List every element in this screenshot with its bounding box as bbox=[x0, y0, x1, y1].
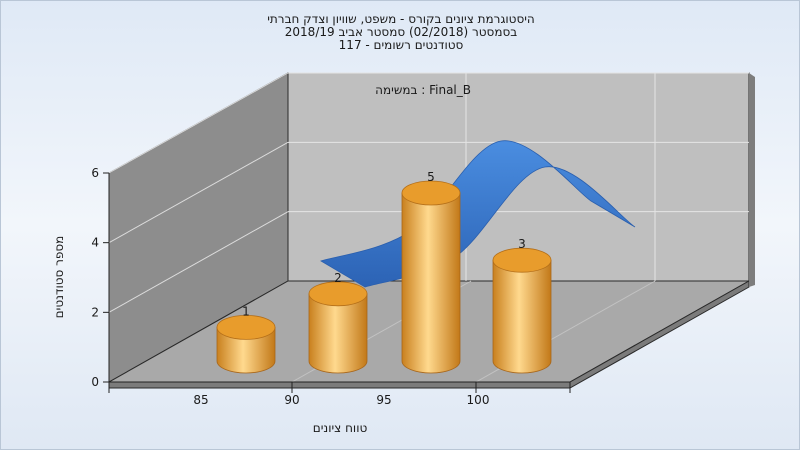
bar-series bbox=[216, 180, 552, 374]
data-label: 3 bbox=[518, 237, 526, 251]
x-tick-label: 100 bbox=[467, 393, 490, 407]
bar-90 bbox=[308, 281, 368, 374]
bar-body bbox=[308, 293, 368, 374]
y-tick-label: 2 bbox=[91, 305, 99, 319]
x-tick-label: 85 bbox=[193, 393, 208, 407]
chart-title-line-1: היסטוגרמת ציונים בקורס - משפט, שוויון וצ… bbox=[267, 12, 535, 26]
bar-top bbox=[308, 281, 368, 307]
bar-body bbox=[216, 327, 276, 374]
data-label: 5 bbox=[427, 170, 435, 184]
bar-100 bbox=[492, 247, 552, 374]
gridline-left-wall bbox=[108, 72, 289, 174]
x-tick-label: 90 bbox=[284, 393, 299, 407]
data-label: 2 bbox=[334, 271, 342, 285]
bar-body bbox=[492, 259, 552, 374]
bar-top bbox=[492, 247, 552, 273]
y-tick-label: 4 bbox=[91, 236, 99, 250]
y-tick-label: 0 bbox=[91, 375, 99, 389]
x-axis-title: טווח ציונים bbox=[313, 421, 368, 435]
plot-annotation: במשימה : Final_B bbox=[375, 83, 471, 97]
labels: 0 2 4 6 85 90 95 100 1 2 5 3 במשימה : Final_B טווח צי… bbox=[52, 83, 526, 435]
chart-title-line-2: בסמסטר (02/2018) סמסטר אביב 2018/19 bbox=[284, 25, 518, 39]
axes bbox=[103, 172, 571, 393]
chart-title-line-3: סטודנטים רשומים - 117 bbox=[338, 38, 464, 52]
bar-95 bbox=[401, 180, 461, 374]
y-tick-label: 6 bbox=[91, 166, 99, 180]
y-axis-title: מספר סטודנטים bbox=[52, 236, 66, 319]
bar-top bbox=[401, 180, 461, 206]
bar-85 bbox=[216, 314, 276, 374]
bar-top bbox=[216, 314, 276, 340]
gridline-left-wall bbox=[108, 211, 289, 313]
bar-body bbox=[401, 192, 461, 374]
right-slab bbox=[749, 73, 755, 287]
x-tick-label: 95 bbox=[376, 393, 391, 407]
data-label: 1 bbox=[242, 304, 250, 318]
gridline-left-wall bbox=[108, 141, 289, 244]
